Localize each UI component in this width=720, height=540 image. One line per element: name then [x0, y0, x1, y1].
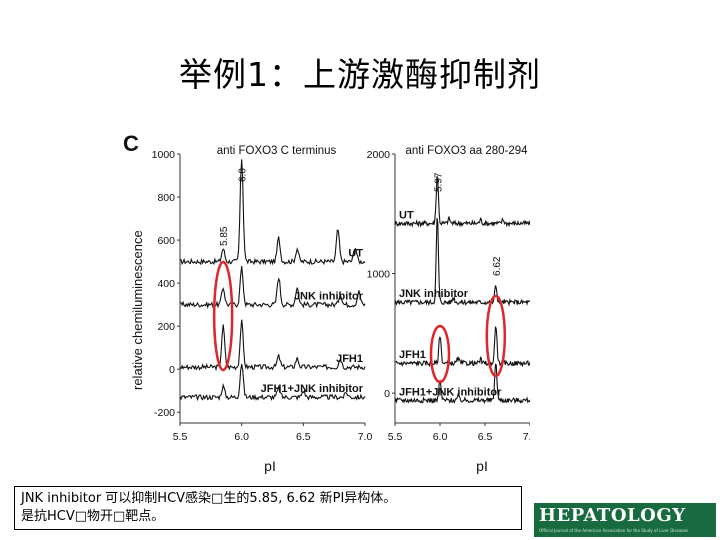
series-trace	[394, 218, 530, 307]
journal-logo: HEPATOLOGY Official Journal of the Ameri…	[534, 503, 716, 537]
peak-annotation: 5.97	[433, 172, 444, 192]
y-tick-label: 1000	[152, 149, 176, 161]
y-tick-label: 200	[157, 321, 175, 333]
caption-line-2: 是抗HCV□物开□靶点。	[21, 509, 165, 524]
y-tick-label: 2000	[367, 149, 391, 161]
chart-left-panel: anti FOXO3 C terminus 1000 800 600 400 200 0 -2…	[152, 145, 373, 443]
highlight-ellipse	[429, 324, 451, 384]
peak-annotation: 6.0	[238, 168, 249, 182]
x-tick-label: 5.5	[173, 431, 188, 443]
highlight-ellipse	[485, 294, 507, 378]
x-tick-label: 5.5	[388, 431, 403, 443]
caption-box: JNK inhibitor 可以抑制HCV感染□生的5.85, 6.62 新PI…	[14, 486, 522, 530]
series-label: JFH1+JNK inhibitor	[261, 383, 364, 395]
y-tick-label: 400	[157, 278, 175, 290]
series-trace	[179, 364, 366, 402]
y-tick-label: 1000	[367, 269, 391, 281]
x-tick-label: 6.5	[296, 431, 311, 443]
x-axis-label-right: pI	[476, 458, 488, 474]
x-tick-label: 7.0	[358, 431, 373, 443]
x-tick-label: 6.0	[234, 431, 249, 443]
peak-annotation: 5.85	[219, 226, 230, 246]
peak-annotation: 6.62	[492, 256, 503, 276]
x-tick-label: 7.0	[523, 431, 530, 443]
series-label: JFH1	[336, 353, 363, 365]
chart-right-panel: anti FOXO3 aa 280-294 2000 1000 0 5.5 6.0 6.5 7…	[367, 145, 530, 443]
panel-label: C	[123, 131, 139, 156]
y-tick-label: 0	[384, 388, 390, 400]
series-trace	[179, 159, 366, 266]
x-axis-label-left: pI	[264, 458, 276, 474]
series-label: JFH1+JNK inhibitor	[399, 386, 502, 398]
y-tick-label: 800	[157, 192, 175, 204]
x-tick-label: 6.0	[433, 431, 448, 443]
series-label: UT	[399, 209, 414, 221]
y-tick-label: 600	[157, 235, 175, 247]
series-trace	[179, 319, 366, 372]
chart-title: anti FOXO3 aa 280-294	[405, 145, 528, 157]
series-label: JFH1	[399, 349, 426, 361]
journal-tagline: Official Journal of the American Associa…	[539, 528, 689, 533]
journal-name: HEPATOLOGY	[539, 505, 686, 526]
caption-line-1: JNK inhibitor 可以抑制HCV感染□生的5.85, 6.62 新PI…	[21, 491, 397, 506]
series-label: UT	[348, 248, 363, 260]
y-tick-label: 0	[169, 364, 175, 376]
series-label: JNK inhibitor	[294, 291, 364, 303]
series-trace	[179, 265, 366, 310]
x-tick-label: 6.5	[478, 431, 493, 443]
highlight-ellipse	[212, 260, 234, 372]
chart-title: anti FOXO3 C terminus	[217, 145, 337, 157]
ief-figure: C relative chemiluminescence pI pI anti …	[120, 118, 530, 483]
series-trace	[394, 326, 530, 368]
slide-title: 举例1：上游激酶抑制剂	[179, 55, 541, 94]
series-trace	[394, 175, 530, 228]
y-axis-label: relative chemiluminescence	[130, 230, 145, 390]
series-trace	[394, 363, 530, 405]
y-tick-label: -200	[154, 407, 175, 419]
series-label: JNK inhibitor	[399, 288, 469, 300]
